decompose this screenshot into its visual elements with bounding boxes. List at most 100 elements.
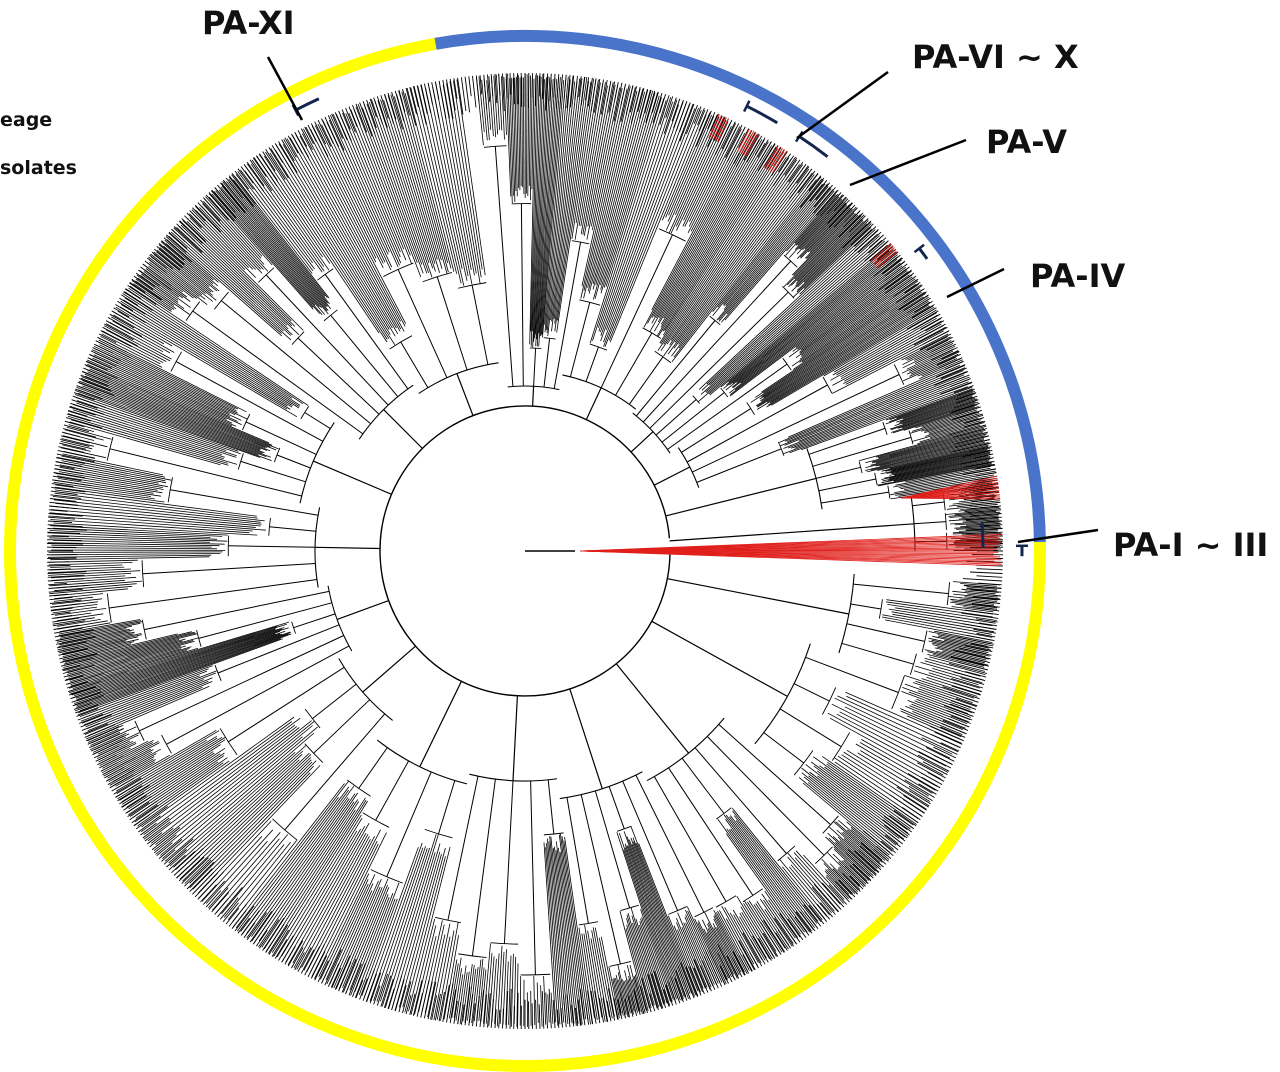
leaf-branch <box>117 310 298 418</box>
tip-fringe <box>49 599 82 604</box>
tip-fringe <box>49 498 77 502</box>
tip-fringe <box>163 237 193 263</box>
leaf-branch <box>663 164 801 357</box>
tip-fringe <box>606 1000 612 1022</box>
tip-fringe <box>405 87 417 126</box>
subclade-arc <box>578 921 599 926</box>
tip-fringe <box>960 677 985 685</box>
leaf-branch <box>580 82 606 227</box>
leaf-branch <box>538 77 556 333</box>
leaf-branch <box>54 486 165 503</box>
leaf-branch <box>779 364 961 443</box>
tip-fringe <box>47 578 84 582</box>
tip-fringe <box>953 428 988 438</box>
tip-fringe <box>457 1002 462 1025</box>
leaf-branch <box>725 918 755 970</box>
tip-fringe <box>560 1007 563 1028</box>
leaf-branch <box>725 253 896 391</box>
leaf-branch <box>955 526 1001 530</box>
leaf-branch <box>906 345 956 370</box>
subclade-arc <box>777 441 785 456</box>
leaf-branch <box>716 185 829 321</box>
tip-fringe <box>66 413 91 422</box>
tip-fringe <box>76 385 101 395</box>
leaf-branch <box>631 843 689 999</box>
leaf-branch <box>912 682 973 704</box>
leaf-branch <box>362 107 424 274</box>
leaf-branch <box>227 842 291 921</box>
leaf-branch <box>660 141 772 325</box>
leaf-branch <box>635 843 695 997</box>
leaf-branch <box>587 930 603 1018</box>
leaf-branch <box>701 230 879 391</box>
tip-fringe <box>154 834 177 854</box>
leaf-branch <box>350 897 390 996</box>
leaf-branch <box>410 918 436 1015</box>
leaf-branch <box>760 296 924 402</box>
leaf-branch <box>683 922 712 988</box>
leaf-branch <box>730 828 808 933</box>
leaf-branch <box>835 821 883 863</box>
leaf-branch <box>140 275 179 303</box>
tip-fringe <box>65 672 104 685</box>
tip-fringe <box>794 916 810 936</box>
leaf-branch <box>836 713 949 773</box>
leaf-branch <box>753 904 785 952</box>
leaf-branch <box>63 631 195 665</box>
leaf-branch <box>517 74 521 191</box>
leaf-branch <box>69 405 223 455</box>
subclade-stem <box>304 412 331 430</box>
tip-fringe <box>102 756 137 776</box>
tip-fringe <box>149 827 174 848</box>
tip-fringe <box>314 955 328 981</box>
subclade-stem <box>763 732 805 764</box>
leaf-branch <box>137 277 190 315</box>
clade-arc <box>838 573 855 654</box>
leaf-branch <box>156 251 217 301</box>
tip-fringe <box>131 278 162 301</box>
tip-fringe <box>113 307 130 318</box>
tip-fringe <box>54 464 75 470</box>
tip-fringe <box>633 976 645 1015</box>
leaf-branch <box>556 78 594 333</box>
leaf-branch <box>59 622 141 639</box>
leaf-branch <box>902 398 978 425</box>
tip-fringe <box>864 240 889 262</box>
tip-fringe <box>423 981 433 1019</box>
leaf-branch <box>684 123 737 227</box>
leaf-branch <box>706 229 876 385</box>
tip-fringe <box>827 199 850 224</box>
tip-fringe <box>897 275 917 290</box>
tip-fringe <box>402 981 412 1014</box>
leaf-branch <box>48 570 141 576</box>
leaf-branch <box>189 213 246 270</box>
subclade-arc <box>694 907 714 918</box>
leaf-branch <box>535 76 549 335</box>
tip-fringe <box>265 924 285 953</box>
leaf-branch <box>56 628 127 643</box>
leaf-branch <box>53 481 152 497</box>
tip-fringe <box>774 917 795 947</box>
tip-fringe <box>757 938 772 961</box>
leaf-branch <box>63 639 180 670</box>
leaf-branch <box>462 971 470 1022</box>
tip-fringe <box>958 413 984 422</box>
tip-fringe <box>73 702 93 710</box>
tip-fringe <box>922 761 948 776</box>
highlighted-tip <box>714 117 727 142</box>
leaf-branch <box>759 291 925 400</box>
leaf-branch <box>135 278 175 306</box>
leaf-branch <box>57 619 101 627</box>
leaf-branch <box>383 99 436 264</box>
tip-fringe <box>166 849 187 868</box>
lineage-ring <box>4 30 1046 1072</box>
tip-fringe <box>784 157 798 176</box>
tip-fringe <box>60 435 90 444</box>
tip-fringe <box>760 922 782 955</box>
tip-fringe <box>936 353 961 366</box>
leaf-branch <box>651 134 752 318</box>
tip-fringe <box>52 617 79 623</box>
leaf-branch <box>827 852 861 886</box>
tip-fringe <box>907 297 931 313</box>
tip-fringe <box>624 999 630 1018</box>
